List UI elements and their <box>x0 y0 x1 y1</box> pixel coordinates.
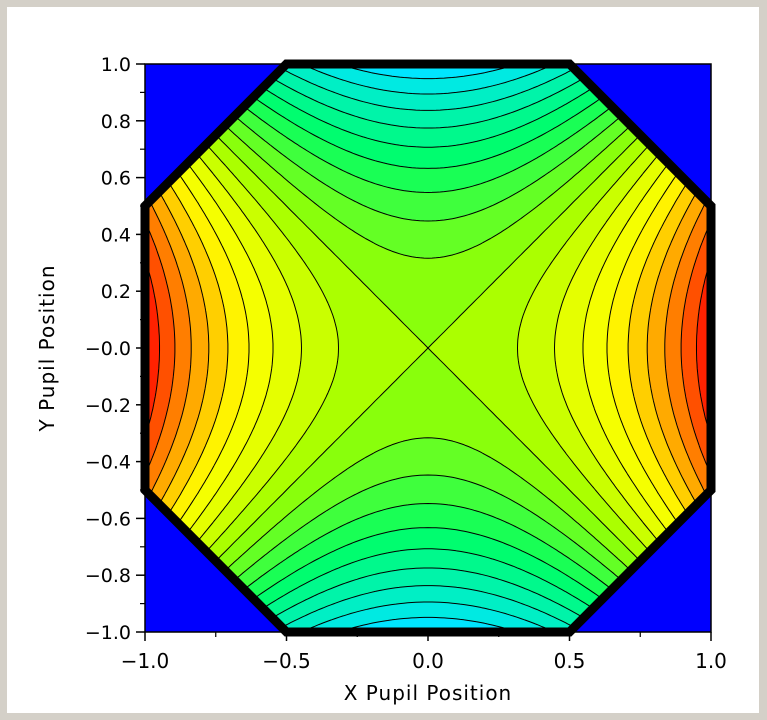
y-tick-label: −0.8 <box>85 565 131 587</box>
y-tick-label: −0.4 <box>85 452 131 474</box>
x-tick-label: 1.0 <box>695 649 727 673</box>
plot-area <box>140 59 716 637</box>
y-tick-label: −0.6 <box>85 508 131 530</box>
axes: 1.0 0.8 0.6 0.4 0.2 −0.0 −0.2 −0.4 −0.6 −0.8 −1.0 −… <box>85 54 727 673</box>
x-tick-label: 0.5 <box>554 649 586 673</box>
y-tick-label: −0.0 <box>85 338 131 360</box>
y-tick-label: −0.2 <box>85 395 131 417</box>
x-tick-label: −1.0 <box>121 649 170 673</box>
y-tick-label: 0.8 <box>101 111 131 133</box>
x-tick-label: −0.5 <box>262 649 311 673</box>
x-axis-label: X Pupil Position <box>344 681 512 705</box>
y-tick-label: 0.4 <box>101 224 131 246</box>
x-tick-label: 0.0 <box>412 649 444 673</box>
y-axis-label: Y Pupil Position <box>35 265 59 433</box>
y-tick-label: 0.2 <box>101 281 131 303</box>
y-tick-label: −1.0 <box>85 622 131 644</box>
y-tick-label: 0.6 <box>101 168 131 190</box>
y-tick-label: 1.0 <box>101 54 131 76</box>
